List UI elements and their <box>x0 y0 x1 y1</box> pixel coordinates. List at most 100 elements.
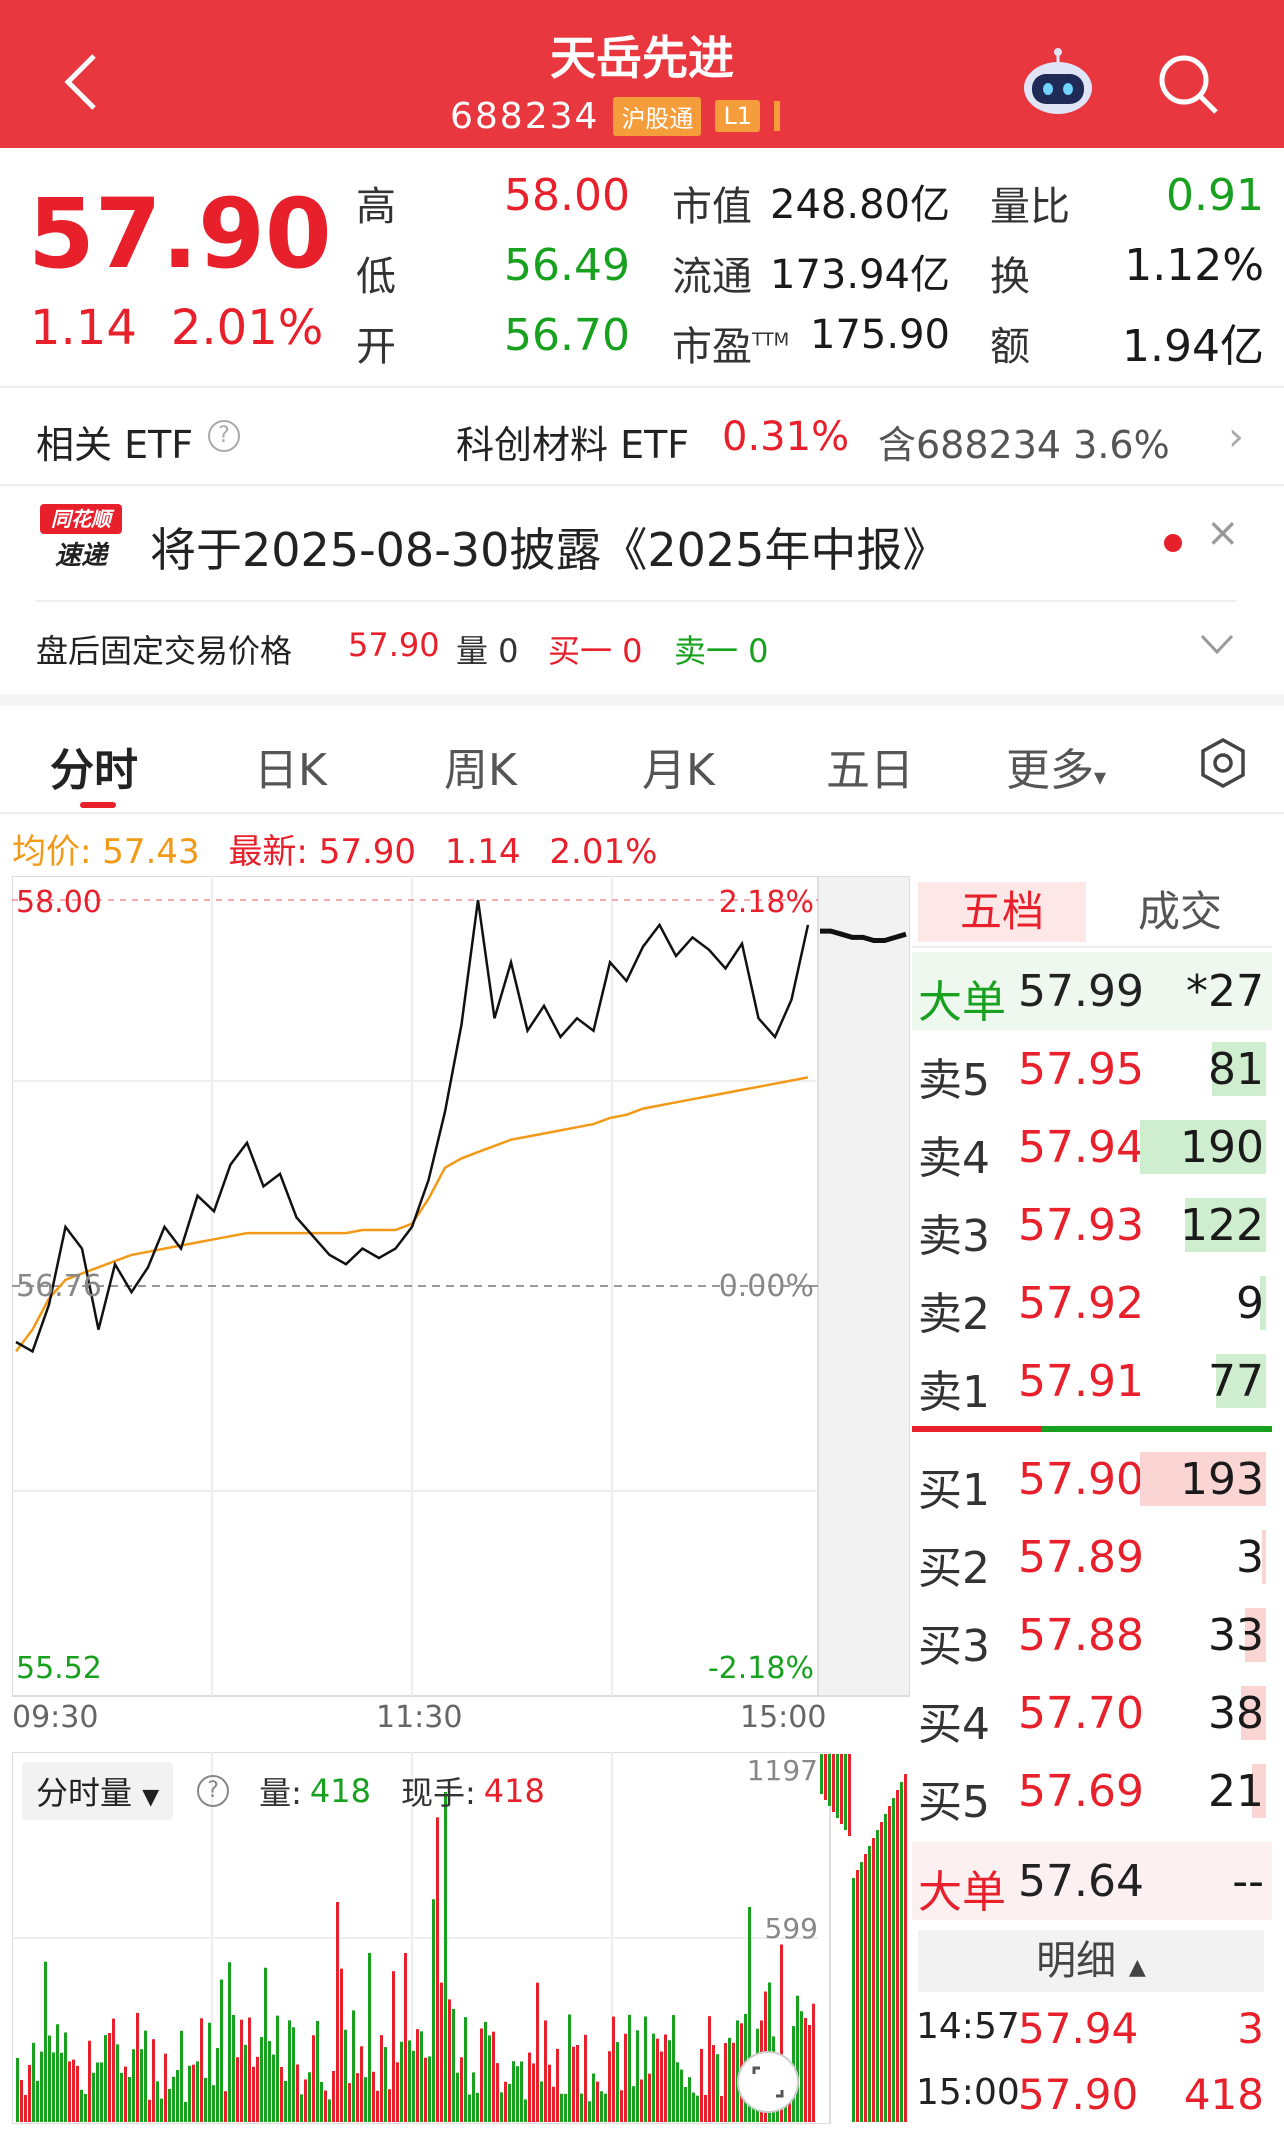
volume-bar <box>516 2066 519 2122</box>
tab-five-day[interactable]: 五日 <box>826 745 914 796</box>
volume-label: 量: <box>259 1774 302 1812</box>
volume-bar <box>248 2017 251 2122</box>
close-icon[interactable]: × <box>1206 510 1240 556</box>
chevron-down-icon[interactable] <box>1200 634 1234 654</box>
volume-bar <box>552 2086 555 2122</box>
volume-bar <box>660 2051 663 2122</box>
volume-bar <box>800 2011 803 2122</box>
volume-chart-svg[interactable]: 1197 599 <box>11 1751 910 2125</box>
ask-level-2: 卖4 57.94 190 <box>912 1108 1272 1186</box>
level-label: 卖5 <box>918 1055 990 1106</box>
after-hours-zone <box>818 876 910 1696</box>
search-icon[interactable] <box>1156 52 1220 116</box>
volume-bar <box>252 2066 255 2122</box>
big-order-price: 57.64 <box>1018 1856 1144 1907</box>
volume-value: 418 <box>309 1772 371 1810</box>
divider <box>36 600 1236 602</box>
settings-icon[interactable] <box>1196 736 1250 790</box>
tab-five-level[interactable]: 五档 <box>918 882 1086 942</box>
volume-bar <box>716 2054 719 2122</box>
intraday-chart[interactable]: 58.00 56.76 55.52 2.18% 0.00% -2.18% 09:… <box>11 875 911 1735</box>
volume-bar <box>396 2062 399 2122</box>
volume-bar <box>172 2076 175 2122</box>
volume-bar <box>276 2015 279 2122</box>
volume-bar <box>292 2027 295 2122</box>
tab-weekly-k[interactable]: 周K <box>444 745 517 796</box>
fullscreen-icon[interactable] <box>737 2051 799 2113</box>
volume-bar <box>496 2063 499 2122</box>
level-price: 57.93 <box>1018 1200 1144 1251</box>
big-order-price: 57.99 <box>1018 966 1144 1017</box>
volume-bar <box>120 2072 123 2122</box>
trade-price: 57.94 <box>1018 2004 1139 2053</box>
help-icon[interactable]: ? <box>197 1775 230 1807</box>
intraday-chart-svg[interactable]: 58.00 56.76 55.52 2.18% 0.00% -2.18% <box>11 875 911 1706</box>
volume-bar <box>592 2073 595 2122</box>
vol-max-label: 1197 <box>747 1754 818 1787</box>
y-label-mid: 56.76 <box>16 1269 102 1304</box>
volume-bar <box>36 2080 39 2122</box>
volume-bar <box>668 2040 671 2122</box>
time-label-mid: 11:30 <box>376 1700 463 1735</box>
volume-bar <box>636 2030 639 2122</box>
volume-bar <box>664 2034 667 2122</box>
volume-bar <box>204 2077 207 2122</box>
tab-daily-k[interactable]: 日K <box>254 745 327 796</box>
volume-bar <box>560 2093 563 2122</box>
after-hours-volume-bar <box>880 1822 883 2122</box>
robot-assistant-icon[interactable] <box>1020 48 1096 116</box>
volume-bar <box>288 2020 291 2122</box>
volume-bar <box>412 2050 415 2122</box>
notice-text[interactable]: 将于2025-08-30披露《2025年中报》 <box>150 523 949 577</box>
big-order-label: 大单 <box>918 1867 1006 1918</box>
tab-intraday[interactable]: 分时 <box>50 745 138 796</box>
volume-bar <box>464 2017 467 2122</box>
level-volume-bar <box>1252 1764 1266 1818</box>
time-label-end: 15:00 <box>740 1700 827 1735</box>
turnover-value: 1.12% <box>1124 240 1264 291</box>
volume-bar <box>796 1995 799 2122</box>
hand-label: 现手: <box>400 1774 476 1812</box>
back-arrow-icon[interactable] <box>62 52 102 112</box>
detail-toggle[interactable]: 明细 ▲ <box>918 1930 1264 1992</box>
open-label: 开 <box>356 324 396 370</box>
volume-indicator-select[interactable]: 分时量 ▼ <box>22 1762 174 1820</box>
after-hours-price: 57.90 <box>348 626 440 664</box>
chevron-right-icon[interactable]: › <box>1228 414 1244 460</box>
tab-monthly-k[interactable]: 月K <box>642 745 715 796</box>
volume-bar <box>340 1968 343 2122</box>
volume-bar <box>256 2056 259 2122</box>
related-etf-row[interactable]: 相关 ETF ? 科创材料 ETF 0.31% 含688234 3.6% › <box>0 390 1284 486</box>
after-hours-row[interactable]: 盘后固定交易价格 57.90 量 0 买一 0 卖一 0 <box>0 610 1284 692</box>
notice-banner[interactable]: 同花顺 速递 将于2025-08-30披露《2025年中报》 × <box>0 488 1284 600</box>
volume-bar <box>436 1817 439 2122</box>
volume-bar <box>164 2053 167 2122</box>
volume-bar <box>692 2092 695 2122</box>
after-hours-volume-bar <box>856 1870 859 2122</box>
volume-bar <box>364 2077 367 2122</box>
volume-bar <box>608 2051 611 2122</box>
volume-bar <box>328 2099 331 2122</box>
volume-bar <box>632 2086 635 2122</box>
after-hours-volume-bar <box>852 1878 855 2122</box>
after-hours-bid: 买一 0 <box>548 632 643 670</box>
help-icon[interactable]: ? <box>208 420 240 452</box>
etf-name: 科创材料 ETF <box>456 423 690 467</box>
volume-bar <box>524 2099 527 2122</box>
level-price: 57.92 <box>1018 1278 1144 1329</box>
change-value: 1.14 <box>30 300 137 356</box>
tab-trades[interactable]: 成交 <box>1138 887 1223 936</box>
big-order-buy: 大单 57.64 -- <box>912 1842 1272 1920</box>
volume-bar <box>748 1906 751 2122</box>
volume-bar <box>360 2046 363 2122</box>
volume-bar <box>88 2040 91 2122</box>
etf-change: 0.31% <box>722 414 850 460</box>
volume-bar <box>368 1952 371 2122</box>
tab-more[interactable]: 更多▾ <box>1006 745 1107 796</box>
level-price: 57.89 <box>1018 1532 1144 1583</box>
volume-bar <box>140 2049 143 2122</box>
volume-bar <box>384 2047 387 2122</box>
volume-bar <box>420 2031 423 2122</box>
level-volume-bar <box>1216 1354 1266 1408</box>
volume-chart[interactable]: 1197 599 <box>11 1751 910 2125</box>
